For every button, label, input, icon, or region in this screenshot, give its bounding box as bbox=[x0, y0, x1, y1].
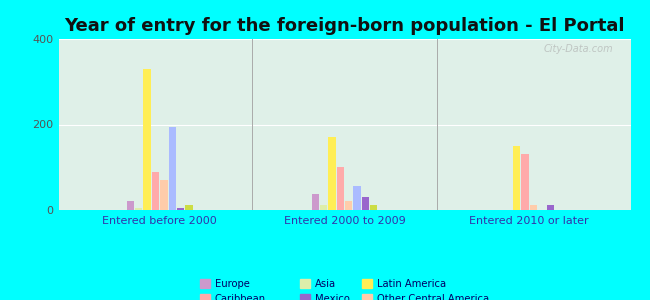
Bar bbox=[144, 69, 151, 210]
Bar bbox=[513, 146, 521, 210]
Bar bbox=[135, 208, 142, 210]
Text: City-Data.com: City-Data.com bbox=[543, 44, 614, 54]
Bar bbox=[370, 205, 378, 210]
Bar bbox=[328, 137, 335, 210]
Bar bbox=[152, 172, 159, 210]
Bar bbox=[185, 205, 193, 210]
Bar bbox=[161, 180, 168, 210]
Bar bbox=[530, 205, 537, 210]
Bar bbox=[177, 208, 185, 210]
Title: Year of entry for the foreign-born population - El Portal: Year of entry for the foreign-born popul… bbox=[64, 17, 625, 35]
Bar bbox=[345, 201, 352, 210]
Bar bbox=[320, 205, 327, 210]
Bar bbox=[521, 154, 528, 210]
Legend: Europe, Caribbean, South America, Asia, Mexico, Other, Latin America, Other Cent: Europe, Caribbean, South America, Asia, … bbox=[196, 275, 493, 300]
Bar bbox=[311, 194, 319, 210]
Bar bbox=[127, 201, 134, 210]
Bar bbox=[362, 197, 369, 210]
Bar bbox=[337, 167, 344, 210]
Bar bbox=[168, 128, 176, 210]
Bar bbox=[547, 205, 554, 210]
Bar bbox=[354, 187, 361, 210]
